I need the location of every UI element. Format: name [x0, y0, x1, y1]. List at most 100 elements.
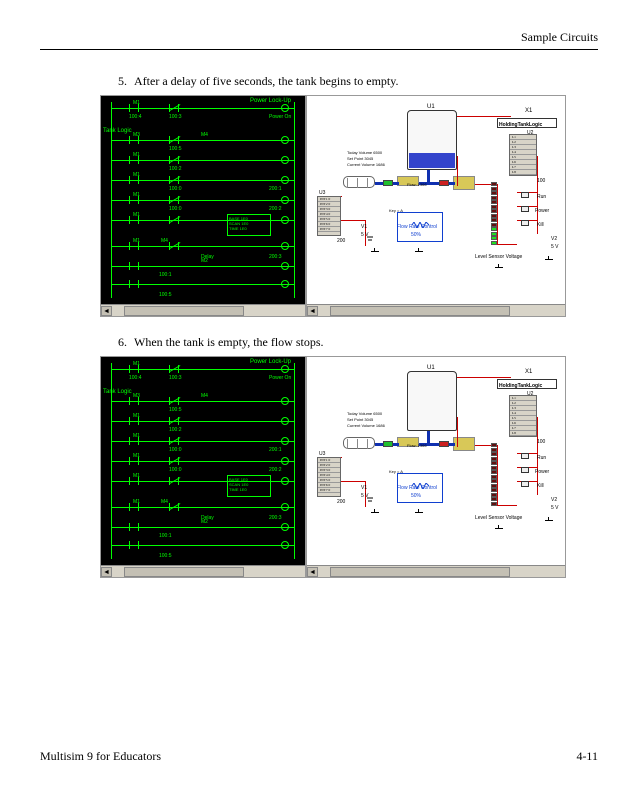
schematic-label: U3: [319, 190, 325, 196]
page-content: 5.After a delay of five seconds, the tan…: [40, 74, 598, 578]
step-description: When the tank is empty, the flow stops.: [134, 335, 324, 350]
schematic-label: HoldingTankLogic: [499, 122, 542, 128]
schematic-label: U2: [527, 391, 533, 397]
schematic-label: Flow: 1366: [407, 443, 427, 448]
schematic-label: Current Volume 1686: [347, 162, 385, 167]
schematic-label: 200: [337, 499, 345, 505]
footer-left: Multisim 9 for Educators: [40, 749, 161, 764]
schematic-label: X1: [525, 369, 532, 375]
schematic-label: Level Sensor Voltage: [475, 254, 522, 260]
schematic-label: Run: [537, 455, 546, 461]
step-text: 5.After a delay of five seconds, the tan…: [118, 74, 598, 89]
ladder-label: M1: [133, 361, 140, 367]
schematic-label: Power: [535, 208, 549, 214]
schematic-label: 100: [537, 178, 545, 184]
ladder-label: Power On: [269, 375, 291, 381]
schematic-label: Today Volume 6500: [347, 411, 382, 416]
ladder-label: 100:3: [169, 375, 182, 381]
schematic-label: U1: [427, 104, 435, 110]
scrollbar[interactable]: ◄: [307, 565, 565, 577]
ladder-label: M1: [133, 413, 140, 419]
ladder-label: 100:1: [159, 272, 172, 278]
schematic-label: 5 V: [361, 493, 369, 499]
ladder-label: 100:1: [159, 533, 172, 539]
plc-input-module: INT1 0INT2 0INT3 0INT4 0INT5 0INT6 0INT7…: [317, 457, 341, 497]
ladder-label: 100:0: [169, 186, 182, 192]
schematic-label: V1: [361, 224, 367, 230]
schematic-label: Set Point 3045: [347, 417, 373, 422]
scrollbar[interactable]: ◄: [307, 304, 565, 316]
schematic-panel: INT1 0INT2 0INT3 0INT4 0INT5 0INT6 0INT7…: [306, 356, 566, 578]
ladder-label: 100:0: [169, 206, 182, 212]
power-button[interactable]: [521, 467, 529, 473]
ladder-label: M1: [133, 238, 140, 244]
scrollbar[interactable]: ◄: [101, 565, 305, 577]
ladder-label: M1: [133, 192, 140, 198]
ladder-label: M4: [161, 499, 168, 505]
ground-symbol: [495, 264, 503, 270]
schematic-label: Flow Rate Control: [397, 485, 437, 491]
footer-right: 4-11: [576, 749, 598, 764]
ladder-label: 200:2: [269, 206, 282, 212]
ground-symbol: [371, 248, 379, 254]
ladder-label: 100:3: [169, 114, 182, 120]
schematic-label: 50%: [411, 232, 421, 238]
schematic-label: HoldingTankLogic: [499, 383, 542, 389]
ladder-timer-box: BASE 1E0SCAN 1E0TIME 1E0: [227, 475, 271, 497]
valve: [439, 180, 449, 186]
ground-symbol: [495, 525, 503, 531]
ladder-label: M4: [161, 238, 168, 244]
ladder-label: M2: [201, 258, 208, 264]
ladder-diagram-panel: Power Lock-UpTank LogicM1100:4100:3Power…: [100, 356, 306, 578]
schematic-label: Key = A: [389, 469, 403, 474]
schematic-label: V2: [551, 497, 557, 503]
valve: [383, 180, 393, 186]
screenshot-pair: Power Lock-UpTank LogicM1100:4100:3Power…: [100, 356, 598, 578]
tank: [407, 110, 457, 170]
schematic-label: 200: [337, 238, 345, 244]
kill-button[interactable]: [521, 481, 529, 487]
schematic-label: Level Sensor Voltage: [475, 515, 522, 521]
ladder-label: 100:0: [169, 467, 182, 473]
schematic-label: Set Point 3045: [347, 156, 373, 161]
cooler: [343, 437, 375, 449]
ladder-timer-box: BASE 1E0SCAN 1E0TIME 1E0: [227, 214, 271, 236]
step-number: 6.: [118, 335, 134, 350]
run-button[interactable]: [521, 192, 529, 198]
ground-symbol: [371, 509, 379, 515]
ground-symbol: [545, 517, 553, 523]
schematic-label: Current Volume 1686: [347, 423, 385, 428]
ladder-label: 200:2: [269, 467, 282, 473]
schematic-label: Key = A: [389, 208, 403, 213]
ladder-label: M3: [133, 132, 140, 138]
ladder-label: 100:0: [169, 447, 182, 453]
ground-symbol: [545, 256, 553, 262]
ladder-label: M1: [133, 499, 140, 505]
ladder-label: 100:4: [129, 375, 142, 381]
plc-input-module: INT1 0INT2 0INT3 0INT4 0INT5 0INT6 0INT7…: [317, 196, 341, 236]
schematic-label: V1: [361, 485, 367, 491]
schematic-label: Kill: [537, 483, 544, 489]
cooler: [343, 176, 375, 188]
ladder-label: 100:2: [169, 166, 182, 172]
ladder-section-title: Tank Logic: [103, 128, 132, 134]
schematic-label: U1: [427, 365, 435, 371]
ladder-label: M1: [133, 152, 140, 158]
ladder-label: M3: [133, 393, 140, 399]
kill-button[interactable]: [521, 220, 529, 226]
scrollbar[interactable]: ◄: [101, 304, 305, 316]
ladder-label: M1: [133, 453, 140, 459]
ladder-label: 100:5: [169, 146, 182, 152]
schematic-label: 100: [537, 439, 545, 445]
schematic-label: Run: [537, 194, 546, 200]
schematic-label: Power: [535, 469, 549, 475]
valve: [383, 441, 393, 447]
tank: [407, 371, 457, 431]
ladder-label: M4: [201, 393, 208, 399]
run-button[interactable]: [521, 453, 529, 459]
power-button[interactable]: [521, 206, 529, 212]
ladder-diagram-panel: Power Lock-UpTank LogicM1100:4100:3Power…: [100, 95, 306, 317]
ladder-label: M4: [201, 132, 208, 138]
ladder-label: M1: [133, 172, 140, 178]
valve: [439, 441, 449, 447]
